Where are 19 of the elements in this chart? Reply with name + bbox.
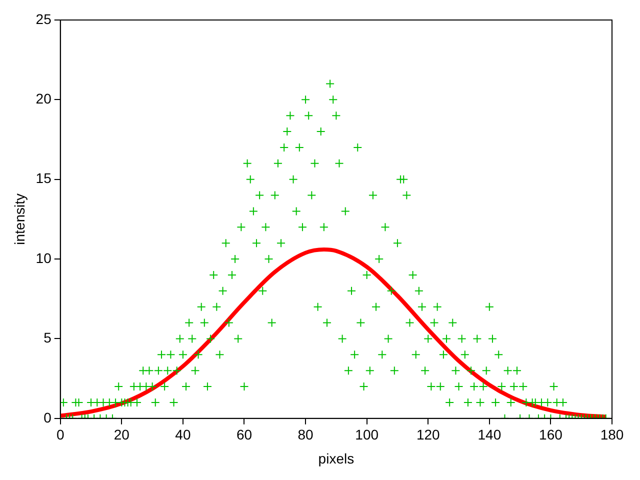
x-tick-label: 0 bbox=[56, 426, 64, 443]
x-tick-label: 180 bbox=[600, 426, 624, 443]
y-tick-label: 10 bbox=[36, 250, 52, 266]
y-axis-title: intensity bbox=[11, 194, 28, 245]
x-tick-label: 120 bbox=[416, 426, 440, 443]
line-series bbox=[60, 247, 608, 418]
x-tick-label: 60 bbox=[236, 426, 252, 443]
y-tick-label: 25 bbox=[36, 10, 52, 27]
y-tick-label: 5 bbox=[44, 330, 52, 346]
x-axis-title: pixels bbox=[318, 450, 354, 466]
x-tick-label: 160 bbox=[539, 426, 563, 443]
y-tick-label: 15 bbox=[36, 170, 52, 186]
x-tick-label: 40 bbox=[175, 426, 191, 443]
y-tick-label: 0 bbox=[44, 409, 52, 426]
y-tick-label: 20 bbox=[36, 90, 52, 107]
x-tick-label: 80 bbox=[298, 426, 314, 443]
x-tick-label: 20 bbox=[114, 426, 130, 443]
x-tick-label: 140 bbox=[478, 426, 502, 443]
x-tick-label: 100 bbox=[355, 426, 379, 443]
